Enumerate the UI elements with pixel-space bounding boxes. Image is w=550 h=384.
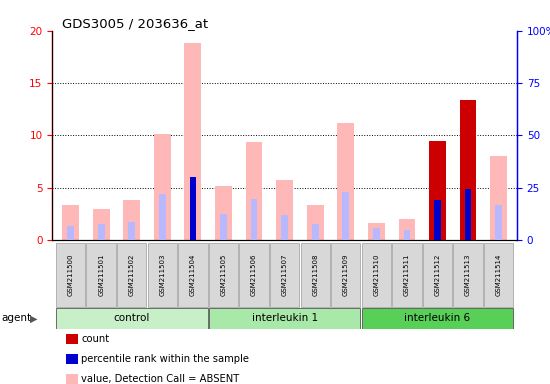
- Bar: [429, 141, 446, 240]
- Text: interleukin 6: interleukin 6: [404, 313, 471, 323]
- FancyBboxPatch shape: [392, 243, 422, 306]
- FancyBboxPatch shape: [56, 243, 85, 306]
- Bar: [62, 205, 79, 240]
- Bar: [184, 43, 201, 240]
- Bar: [276, 180, 293, 240]
- Text: GSM211504: GSM211504: [190, 253, 196, 296]
- FancyBboxPatch shape: [209, 243, 238, 306]
- FancyBboxPatch shape: [300, 243, 330, 306]
- Text: GSM211501: GSM211501: [98, 253, 104, 296]
- FancyBboxPatch shape: [362, 308, 513, 329]
- Bar: [93, 209, 109, 240]
- FancyBboxPatch shape: [86, 243, 116, 306]
- Text: count: count: [81, 334, 109, 344]
- Bar: [67, 227, 74, 240]
- Text: GSM211505: GSM211505: [221, 253, 227, 296]
- Text: GSM211508: GSM211508: [312, 253, 318, 296]
- Text: GSM211510: GSM211510: [373, 253, 380, 296]
- Text: agent: agent: [1, 313, 31, 323]
- Bar: [123, 200, 140, 240]
- Text: GSM211506: GSM211506: [251, 253, 257, 296]
- Bar: [307, 205, 323, 240]
- Bar: [154, 134, 170, 240]
- Bar: [496, 205, 502, 240]
- Bar: [128, 222, 135, 240]
- Text: value, Detection Call = ABSENT: value, Detection Call = ABSENT: [81, 374, 240, 384]
- Bar: [399, 219, 415, 240]
- FancyBboxPatch shape: [117, 243, 146, 306]
- Text: GSM211514: GSM211514: [496, 253, 502, 296]
- Bar: [246, 142, 262, 240]
- Bar: [434, 200, 441, 240]
- Text: GDS3005 / 203636_at: GDS3005 / 203636_at: [62, 17, 208, 30]
- Text: GSM211503: GSM211503: [160, 253, 166, 296]
- FancyBboxPatch shape: [270, 243, 299, 306]
- Text: GSM211512: GSM211512: [434, 253, 441, 296]
- Bar: [281, 215, 288, 240]
- FancyBboxPatch shape: [423, 243, 452, 306]
- Bar: [490, 156, 507, 240]
- Bar: [98, 224, 104, 240]
- FancyBboxPatch shape: [147, 243, 177, 306]
- Text: GSM211513: GSM211513: [465, 253, 471, 296]
- Text: percentile rank within the sample: percentile rank within the sample: [81, 354, 249, 364]
- Bar: [251, 199, 257, 240]
- Text: control: control: [113, 313, 150, 323]
- Bar: [190, 177, 196, 240]
- Text: GSM211511: GSM211511: [404, 253, 410, 296]
- Bar: [465, 189, 471, 240]
- FancyBboxPatch shape: [362, 243, 391, 306]
- Text: GSM211502: GSM211502: [129, 253, 135, 296]
- FancyBboxPatch shape: [178, 243, 207, 306]
- Text: GSM211509: GSM211509: [343, 253, 349, 296]
- Bar: [337, 123, 354, 240]
- Bar: [215, 185, 232, 240]
- Text: GSM211500: GSM211500: [68, 253, 74, 296]
- Bar: [312, 224, 318, 240]
- Bar: [220, 214, 227, 240]
- Bar: [373, 228, 380, 240]
- Bar: [460, 100, 476, 240]
- Bar: [368, 223, 385, 240]
- Text: ▶: ▶: [30, 313, 38, 323]
- FancyBboxPatch shape: [239, 243, 269, 306]
- Bar: [343, 192, 349, 240]
- Bar: [404, 230, 410, 240]
- FancyBboxPatch shape: [331, 243, 360, 306]
- Text: GSM211507: GSM211507: [282, 253, 288, 296]
- FancyBboxPatch shape: [453, 243, 483, 306]
- FancyBboxPatch shape: [484, 243, 513, 306]
- Text: interleukin 1: interleukin 1: [251, 313, 318, 323]
- FancyBboxPatch shape: [56, 308, 207, 329]
- Bar: [159, 194, 166, 240]
- FancyBboxPatch shape: [209, 308, 360, 329]
